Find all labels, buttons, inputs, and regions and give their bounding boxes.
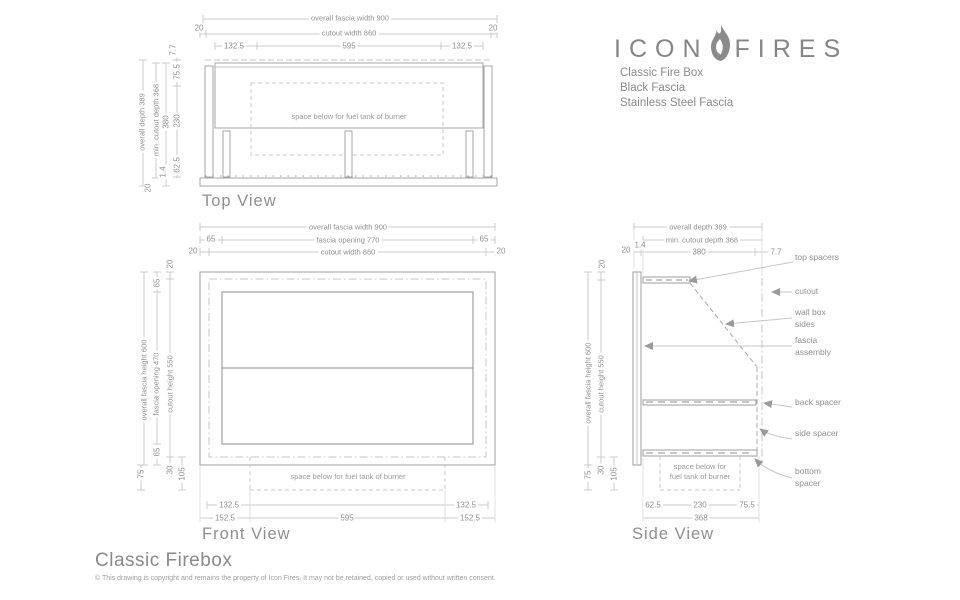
dim-label: 20 bbox=[143, 181, 153, 195]
callout-top-spacers: top spacers bbox=[795, 252, 841, 264]
dim-label: 20 bbox=[494, 246, 508, 256]
dim-label: cutout height 550 bbox=[596, 353, 606, 415]
dim-label: overall depth 389 bbox=[667, 222, 729, 232]
callout-fascia-assembly: fascia assembly bbox=[795, 335, 841, 358]
dim-label: overall fascia width 900 bbox=[307, 222, 389, 232]
dim-label: 132.5 bbox=[453, 500, 479, 510]
top-view-title: Top View bbox=[202, 192, 277, 210]
product-line: Classic Fire Box bbox=[620, 67, 704, 79]
callout-back-spacer: back spacer bbox=[795, 397, 841, 409]
dim-label: 132.5 bbox=[449, 41, 475, 51]
dim-label: 132.5 bbox=[221, 41, 247, 51]
front-view-title: Front View bbox=[202, 525, 291, 543]
sheet-title: Classic Firebox bbox=[95, 550, 233, 571]
product-line: Stainless Steel Fascia bbox=[620, 97, 734, 109]
flame-icon bbox=[709, 24, 733, 67]
dim-label: 380 bbox=[161, 113, 171, 131]
dim-label: 62.5 bbox=[172, 155, 182, 175]
dim-label: 30 bbox=[165, 463, 175, 477]
dim-label: 152.5 bbox=[457, 513, 483, 523]
top-view-note: space below for fuel tank of burner bbox=[291, 112, 407, 122]
top-view-drawing bbox=[199, 59, 498, 187]
dim-label: 62.5 bbox=[643, 500, 663, 510]
dim-label: 152.5 bbox=[212, 513, 238, 523]
dim-label: min. cutout depth 368 bbox=[663, 235, 741, 245]
dim-label: 75 bbox=[583, 468, 593, 482]
dim-label: 7.7 bbox=[768, 247, 784, 257]
dim-label: 75.5 bbox=[737, 500, 757, 510]
front-view-drawing bbox=[199, 271, 496, 491]
dim-label: 1.4 bbox=[632, 240, 648, 250]
dim-label: cutout width 860 bbox=[319, 28, 379, 38]
copyright-notice: © This drawing is copyright and remains … bbox=[95, 575, 496, 582]
dim-label: overall fascia height 600 bbox=[139, 337, 149, 423]
dim-label: 20 bbox=[597, 257, 607, 271]
logo-word-fires: FIRES bbox=[734, 35, 849, 63]
dim-label: 20 bbox=[192, 23, 206, 33]
dim-label: min. cutout depth 368 bbox=[151, 81, 161, 159]
dim-label: 20 bbox=[486, 23, 500, 33]
product-description: Classic Fire Box Black Fascia Stainless … bbox=[620, 66, 733, 111]
dim-label: 380 bbox=[690, 247, 708, 257]
side-view-note: space below for fuel tank of burner bbox=[669, 462, 731, 481]
logo-word-icon: ICON bbox=[614, 35, 709, 63]
callout-side-spacer: side spacer bbox=[795, 428, 841, 440]
side-view-drawing bbox=[632, 271, 763, 491]
dim-label: 65 bbox=[477, 234, 491, 244]
dim-label: 230 bbox=[691, 500, 709, 510]
dim-label: 595 bbox=[340, 41, 358, 51]
dim-label: 75 bbox=[136, 467, 146, 481]
dim-label: fascia opening 470 bbox=[151, 350, 161, 418]
callout-wall-box-sides: wall box sides bbox=[795, 307, 841, 330]
dim-label: 1.4 bbox=[158, 164, 168, 180]
dim-label: 30 bbox=[596, 463, 606, 477]
dim-label: cutout width 860 bbox=[318, 247, 378, 257]
dim-label: 368 bbox=[692, 513, 710, 523]
dim-label: overall fascia width 900 bbox=[309, 13, 391, 23]
front-view-note: space below for fuel tank of burner bbox=[290, 472, 406, 482]
dim-label: fascia opening 770 bbox=[314, 235, 382, 245]
callout-cutout: cutout bbox=[795, 286, 841, 298]
dim-label: 105 bbox=[609, 465, 619, 483]
icon-fires-logo: ICON FIRES bbox=[614, 24, 848, 66]
dim-label: 20 bbox=[165, 257, 175, 271]
dim-label: 65 bbox=[204, 234, 218, 244]
dim-label: 75.5 bbox=[172, 62, 182, 82]
dim-label: 595 bbox=[338, 513, 356, 523]
callout-bottom-spacer: bottom spacer bbox=[795, 466, 841, 489]
dim-label: 20 bbox=[619, 245, 633, 255]
dim-label: overall fascia height 600 bbox=[583, 340, 593, 426]
dim-label: 105 bbox=[177, 465, 187, 483]
product-line: Black Fascia bbox=[620, 82, 686, 94]
side-view-title: Side View bbox=[632, 525, 715, 543]
dim-label: 132.5 bbox=[216, 500, 242, 510]
dim-label: overall depth 389 bbox=[137, 91, 147, 153]
dim-label: 20 bbox=[186, 246, 200, 256]
side-view-leader-lines bbox=[644, 261, 794, 479]
dim-label: 65 bbox=[152, 276, 162, 290]
dim-label: 230 bbox=[172, 112, 182, 130]
dim-label: cutout height 550 bbox=[165, 353, 175, 415]
dim-label: 7.7 bbox=[168, 42, 178, 58]
dim-label: 65 bbox=[152, 445, 162, 459]
